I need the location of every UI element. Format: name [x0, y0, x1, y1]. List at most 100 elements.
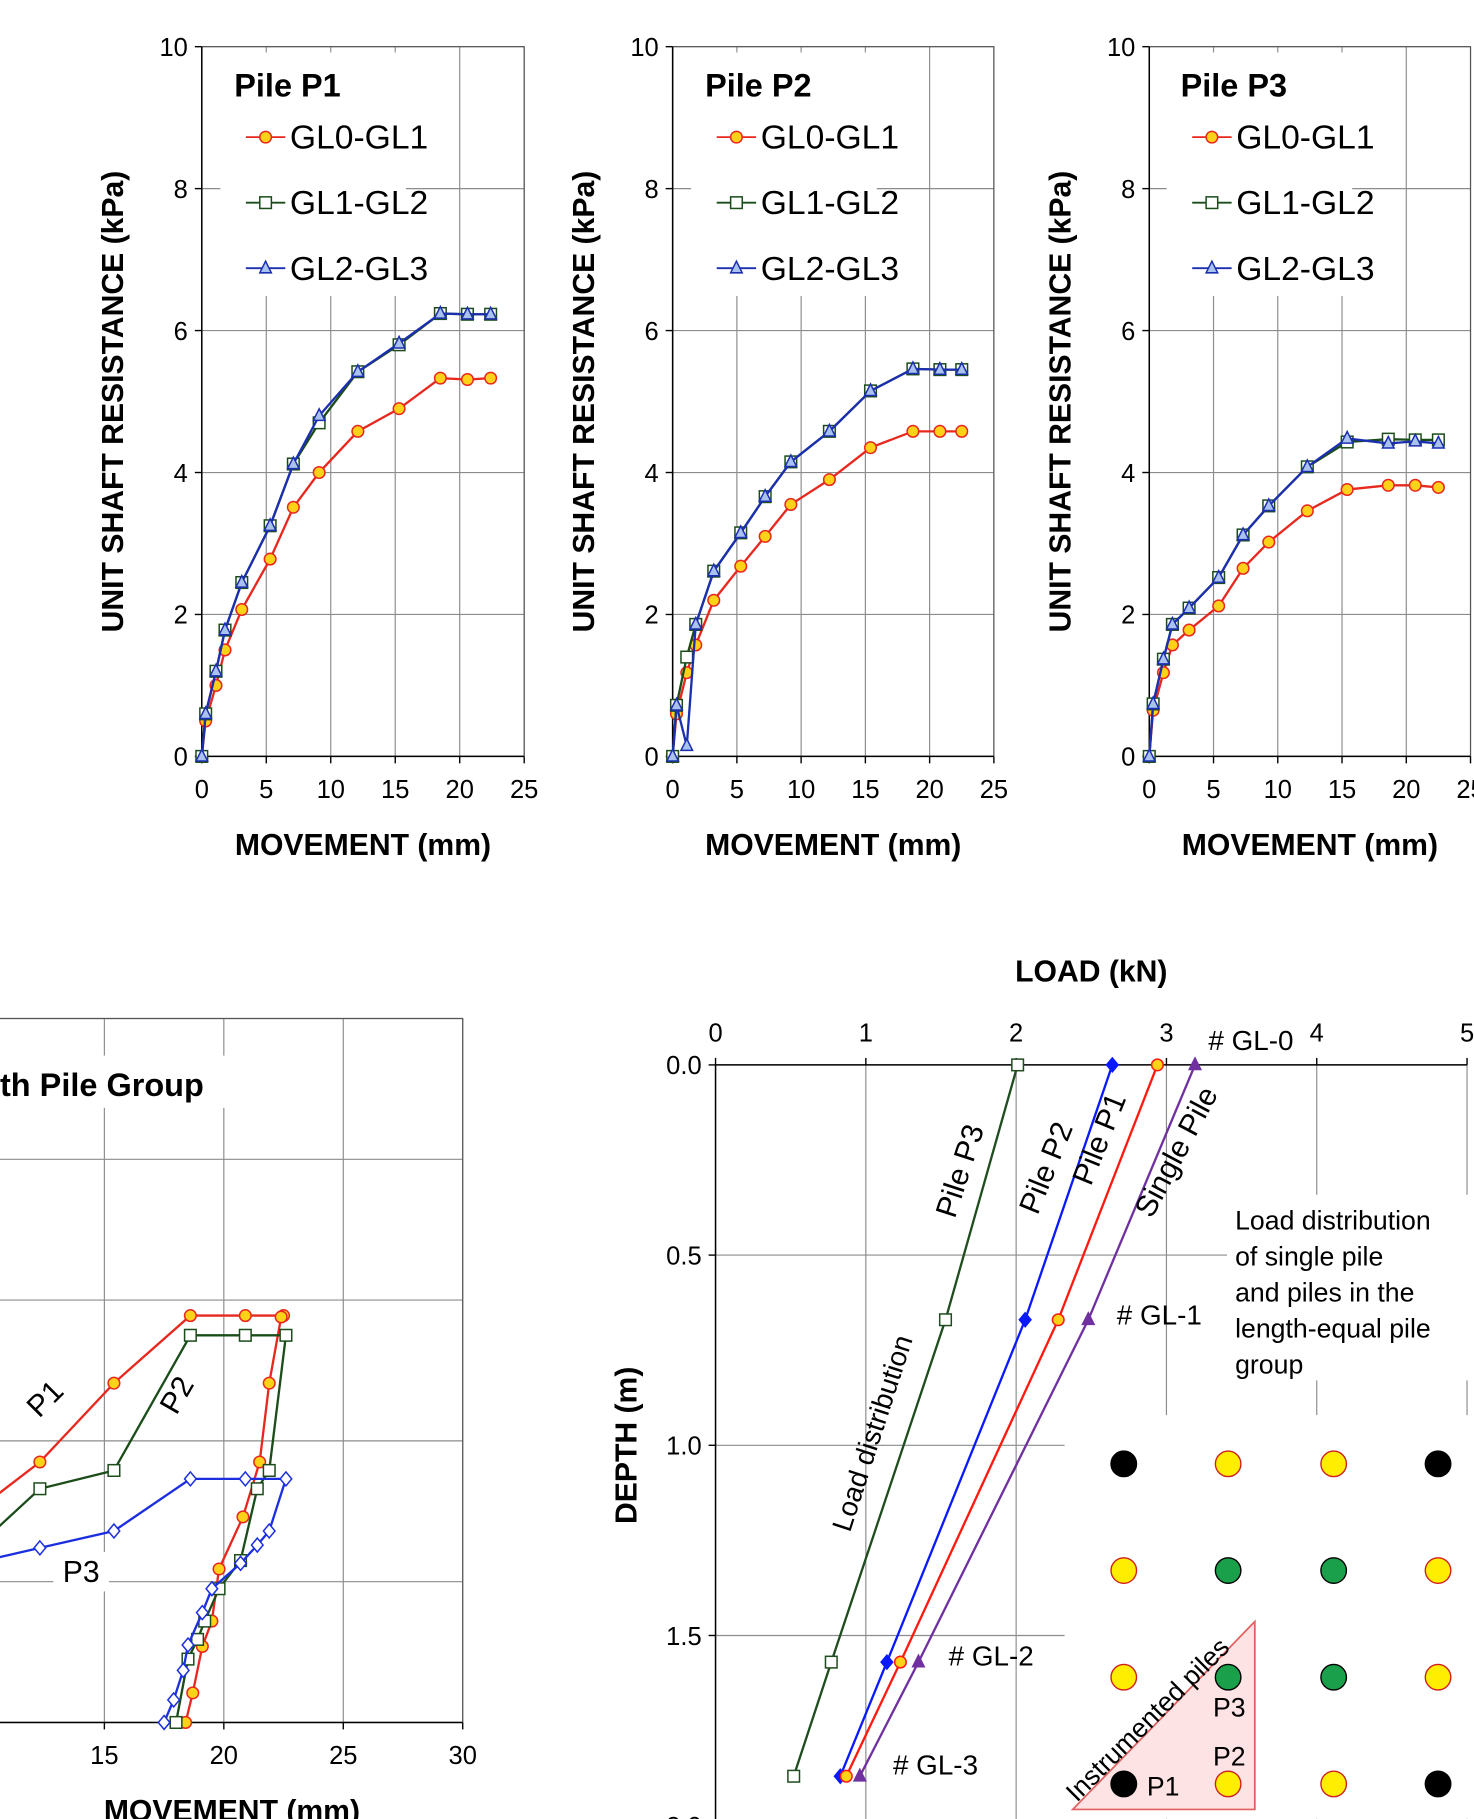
- x-tick-label: 15: [90, 1742, 118, 1770]
- x-tick-label: 0: [195, 776, 209, 804]
- marker: [1408, 432, 1423, 447]
- marker: [707, 593, 721, 607]
- pile: [1320, 1663, 1348, 1691]
- marker: [33, 1539, 47, 1557]
- marker: [181, 1652, 195, 1666]
- marker: [392, 402, 406, 416]
- x-tick-label: 5: [730, 776, 744, 804]
- marker: [236, 1510, 250, 1524]
- marker: [279, 1328, 293, 1342]
- marker: [733, 524, 748, 539]
- pile: [1214, 1663, 1242, 1691]
- marker: [1381, 478, 1395, 492]
- marker: [484, 371, 498, 385]
- legend-title: Pile P2: [705, 68, 812, 104]
- marker: [852, 1767, 867, 1782]
- marker: [234, 573, 249, 588]
- marker: [1211, 568, 1226, 583]
- marker: [212, 1562, 226, 1576]
- marker: [217, 621, 233, 636]
- legend-bg: [220, 52, 406, 297]
- legend-label: GL0-GL1: [761, 120, 899, 157]
- x-tick-label: 15: [381, 776, 409, 804]
- marker: [1236, 526, 1251, 541]
- y-tick-label: 10: [1107, 34, 1135, 62]
- x-tick-label: 10: [317, 776, 345, 804]
- note-line: and piles in the: [1235, 1277, 1414, 1307]
- annotation: # GL-1: [1117, 1300, 1202, 1331]
- marker: [1261, 497, 1276, 512]
- marker: [183, 1309, 197, 1323]
- marker: [938, 1313, 953, 1327]
- legend-label: GL2-GL3: [290, 251, 428, 288]
- pile: [1320, 1557, 1348, 1584]
- pile: [1214, 1450, 1242, 1478]
- marker: [954, 360, 969, 375]
- marker: [157, 1714, 171, 1731]
- y-tick-label: 6: [1121, 318, 1135, 346]
- marker: [758, 529, 772, 543]
- x-axis-title: MOVEMENT (mm): [104, 1795, 360, 1819]
- marker: [933, 424, 947, 438]
- x-tick-label: 15: [1328, 776, 1356, 804]
- legend-marker: [729, 130, 743, 144]
- marker: [238, 1470, 253, 1488]
- x-tick-label: 25: [510, 776, 538, 804]
- x-tick-label: 4: [1310, 1020, 1324, 1048]
- annotation: # GL-0: [1208, 1025, 1293, 1056]
- marker: [1187, 1056, 1203, 1071]
- marker: [1431, 434, 1446, 449]
- marker: [205, 1580, 219, 1597]
- annotation: # GL-2: [949, 1641, 1034, 1672]
- marker: [880, 1653, 894, 1671]
- marker: [1300, 504, 1314, 518]
- note-line: of single pile: [1235, 1242, 1383, 1272]
- y-axis-title: UNIT SHAFT RESISTANCE (kPa): [1044, 171, 1077, 633]
- x-tick-label: 20: [1392, 776, 1420, 804]
- pile: [1214, 1770, 1242, 1798]
- pile: [1320, 1770, 1348, 1798]
- marker: [1182, 599, 1197, 614]
- marker: [1142, 747, 1157, 762]
- x-tick-label: 0: [666, 776, 680, 804]
- y-tick-label: 8: [1121, 176, 1135, 204]
- y-tick-label: 10: [630, 34, 658, 62]
- x-tick-label: 25: [1456, 776, 1474, 804]
- marker: [822, 473, 836, 487]
- x-tick-label: 10: [1264, 776, 1292, 804]
- marker: [253, 1455, 267, 1469]
- marker: [1146, 695, 1161, 710]
- legend-title: Pile P1: [234, 68, 341, 104]
- x-tick-label: 0: [1142, 776, 1156, 804]
- pile: [1424, 1557, 1452, 1584]
- marker: [1051, 1313, 1065, 1327]
- marker: [1300, 458, 1315, 473]
- pile: [1424, 1663, 1452, 1691]
- marker: [107, 1376, 121, 1390]
- marker: [238, 1309, 252, 1323]
- marker: [176, 1662, 190, 1679]
- marker: [208, 662, 223, 677]
- marker: [433, 371, 447, 385]
- marker: [1081, 1311, 1096, 1326]
- legend-marker: [259, 130, 273, 144]
- y-tick-label: 2: [645, 602, 659, 630]
- y-tick-label: 0: [645, 744, 659, 772]
- marker: [233, 1555, 248, 1572]
- marker: [235, 602, 249, 617]
- x-tick-label: 20: [915, 776, 943, 804]
- marker: [1011, 1058, 1025, 1072]
- y-tick-label: 0: [1121, 744, 1135, 772]
- marker: [262, 1376, 276, 1390]
- marker: [250, 1482, 264, 1496]
- y-tick-label: 1.0: [666, 1433, 701, 1461]
- marker: [665, 747, 680, 762]
- marker: [274, 1310, 288, 1324]
- annotation: # GL-3: [893, 1750, 978, 1781]
- x-tick-label: 25: [329, 1742, 357, 1770]
- marker: [784, 497, 798, 512]
- y-tick-label: 2: [1121, 602, 1135, 630]
- pile: [1110, 1663, 1138, 1691]
- marker: [350, 363, 365, 378]
